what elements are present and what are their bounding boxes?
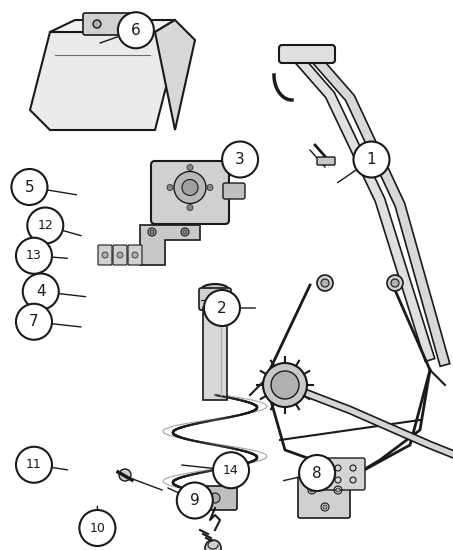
Circle shape — [263, 363, 307, 407]
FancyBboxPatch shape — [193, 486, 237, 510]
Circle shape — [336, 488, 340, 492]
Circle shape — [102, 252, 108, 258]
Circle shape — [205, 540, 221, 550]
Circle shape — [182, 179, 198, 195]
FancyBboxPatch shape — [151, 161, 229, 224]
Circle shape — [204, 290, 240, 326]
Circle shape — [181, 228, 189, 236]
Circle shape — [150, 230, 154, 234]
Circle shape — [210, 493, 220, 503]
Circle shape — [207, 184, 213, 190]
Circle shape — [174, 172, 206, 204]
Circle shape — [118, 12, 154, 48]
FancyBboxPatch shape — [223, 183, 245, 199]
Ellipse shape — [201, 284, 229, 296]
FancyBboxPatch shape — [128, 245, 142, 265]
Circle shape — [271, 371, 299, 399]
Text: 4: 4 — [36, 284, 46, 299]
Polygon shape — [311, 54, 450, 366]
Polygon shape — [140, 225, 200, 265]
Circle shape — [124, 20, 132, 28]
Circle shape — [16, 304, 52, 340]
Circle shape — [23, 273, 59, 310]
Polygon shape — [30, 32, 175, 130]
Circle shape — [183, 230, 187, 234]
Circle shape — [16, 238, 52, 274]
Text: 3: 3 — [235, 152, 245, 167]
Circle shape — [299, 455, 335, 491]
Circle shape — [119, 469, 131, 481]
Text: 9: 9 — [190, 493, 200, 508]
Circle shape — [391, 279, 399, 287]
Circle shape — [79, 510, 116, 546]
Circle shape — [148, 228, 156, 236]
FancyBboxPatch shape — [298, 476, 350, 518]
Bar — [203, 308, 227, 400]
Circle shape — [187, 164, 193, 170]
FancyBboxPatch shape — [83, 13, 142, 35]
Circle shape — [132, 252, 138, 258]
Text: 13: 13 — [26, 249, 42, 262]
Text: 12: 12 — [38, 219, 53, 232]
Circle shape — [187, 205, 193, 211]
Ellipse shape — [203, 304, 227, 312]
Text: 1: 1 — [366, 152, 376, 167]
Circle shape — [27, 207, 63, 244]
FancyBboxPatch shape — [317, 157, 335, 165]
Text: 6: 6 — [131, 23, 141, 38]
Circle shape — [317, 275, 333, 291]
Polygon shape — [50, 20, 175, 32]
Circle shape — [353, 141, 390, 178]
Circle shape — [16, 447, 52, 483]
Circle shape — [117, 252, 123, 258]
Text: 8: 8 — [312, 465, 322, 481]
Text: 7: 7 — [29, 314, 39, 329]
FancyBboxPatch shape — [323, 458, 365, 490]
Circle shape — [222, 141, 258, 178]
Polygon shape — [155, 20, 195, 130]
Polygon shape — [284, 382, 453, 468]
FancyBboxPatch shape — [98, 245, 112, 265]
Text: 11: 11 — [26, 458, 42, 471]
Circle shape — [323, 505, 327, 509]
Circle shape — [310, 488, 314, 492]
FancyBboxPatch shape — [199, 288, 231, 310]
Circle shape — [11, 169, 48, 205]
Text: 2: 2 — [217, 300, 227, 316]
Circle shape — [321, 279, 329, 287]
Text: 14: 14 — [223, 464, 239, 477]
Circle shape — [213, 452, 249, 488]
Circle shape — [177, 482, 213, 519]
Text: 5: 5 — [24, 179, 34, 195]
FancyBboxPatch shape — [113, 245, 127, 265]
Text: 10: 10 — [89, 521, 106, 535]
FancyBboxPatch shape — [279, 45, 335, 63]
Polygon shape — [291, 52, 435, 361]
Circle shape — [93, 20, 101, 28]
Circle shape — [387, 275, 403, 291]
Circle shape — [167, 184, 173, 190]
